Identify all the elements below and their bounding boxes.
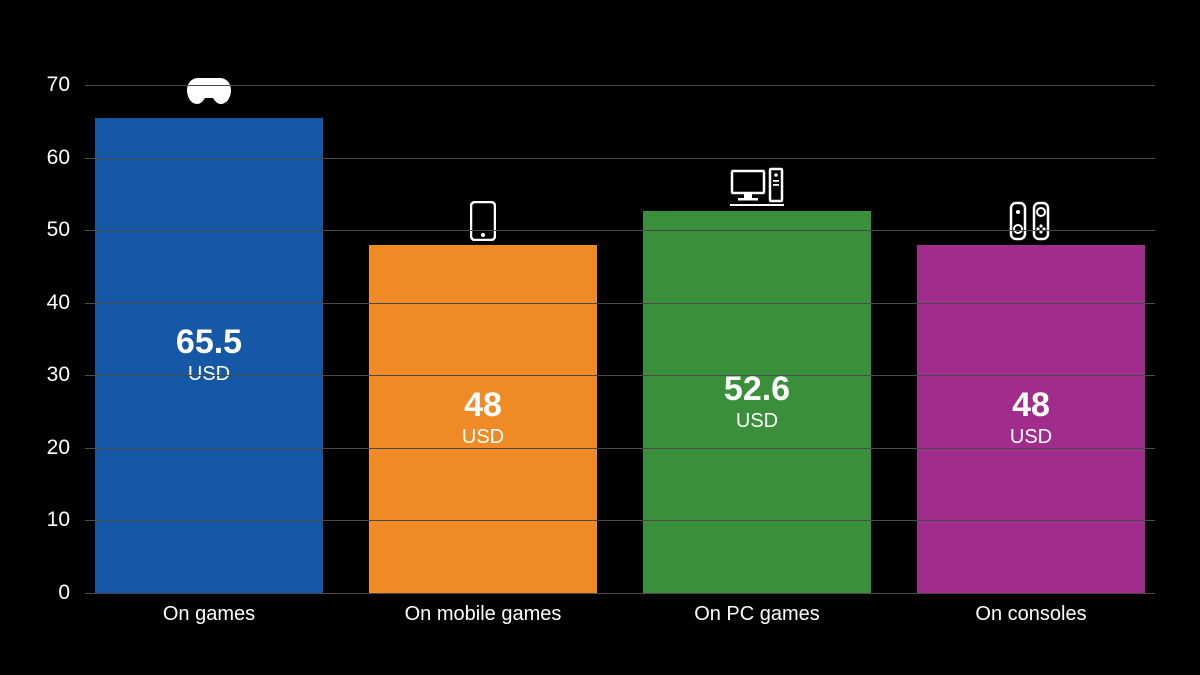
gridline [85, 85, 1155, 86]
y-tick-label: 50 [47, 218, 70, 242]
bar-unit: USD [462, 426, 504, 449]
y-tick-label: 40 [47, 291, 70, 315]
bar-value: 65.5 [176, 325, 242, 359]
bar: 48 USD [369, 245, 597, 593]
phone-icon [470, 201, 496, 246]
y-tick-label: 60 [47, 146, 70, 170]
bar-wrapper: 48 USD [917, 245, 1145, 593]
bars-container: 65.5USD 48 USD 52.6 USD 48 USD [85, 85, 1155, 593]
x-axis-labels: On games On mobile games On PC games On con… [85, 603, 1155, 626]
gridline [85, 520, 1155, 521]
bar-wrapper: 48 USD [369, 245, 597, 593]
gridline [85, 230, 1155, 231]
gridline [85, 593, 1155, 594]
gamepad-icon [184, 74, 234, 113]
bar-value: 48 [1012, 388, 1050, 422]
bar-wrapper: 65.5USD [95, 118, 323, 593]
pc-icon [730, 167, 784, 212]
gridline [85, 375, 1155, 376]
bar-unit: USD [736, 410, 778, 433]
chart-plot-area: 65.5USD48USD52.6USD48USD 010203040506070 [85, 85, 1155, 593]
x-axis-label: On consoles [917, 603, 1145, 626]
x-axis-label: On mobile games [369, 603, 597, 626]
bar: 48 USD [917, 245, 1145, 593]
y-tick-label: 0 [58, 581, 70, 605]
y-tick-label: 70 [47, 73, 70, 97]
y-tick-label: 10 [47, 508, 70, 532]
x-axis-label: On games [95, 603, 323, 626]
bar-value: 48 [464, 388, 502, 422]
gridline [85, 303, 1155, 304]
bar: 52.6 USD [643, 211, 871, 593]
gridline [85, 448, 1155, 449]
x-axis-label: On PC games [643, 603, 871, 626]
y-tick-label: 30 [47, 363, 70, 387]
console-icon [1009, 201, 1053, 246]
y-tick-label: 20 [47, 436, 70, 460]
bar: 65.5USD [95, 118, 323, 593]
bar-value: 52.6 [724, 372, 790, 406]
bar-unit: USD [1010, 426, 1052, 449]
bar-wrapper: 52.6 USD [643, 211, 871, 593]
gridline [85, 158, 1155, 159]
